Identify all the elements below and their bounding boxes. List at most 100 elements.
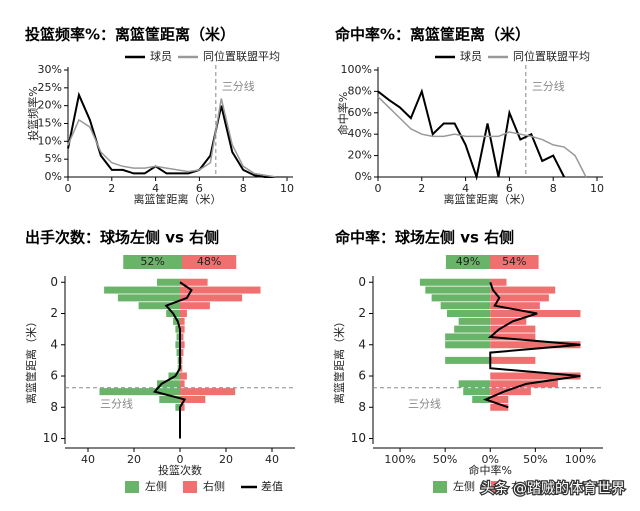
- series-line: [67, 98, 287, 178]
- summary-right: [490, 255, 539, 269]
- y-tick-label: 20%: [348, 149, 372, 162]
- bar-left: [104, 286, 180, 294]
- legend-label: 同位置联盟平均: [203, 49, 280, 63]
- bar-left: [159, 395, 180, 403]
- y-tick-label: 0%: [355, 170, 372, 183]
- bar-left: [445, 341, 491, 349]
- x-tick-label: 0: [375, 182, 382, 195]
- legend-swatch: [491, 481, 505, 493]
- y-tick-label: 10: [351, 431, 366, 445]
- bar-right: [490, 395, 509, 403]
- x-tick-label: 0%: [482, 453, 499, 466]
- y-tick-label: 8: [358, 400, 366, 414]
- bar-right: [180, 302, 210, 310]
- bar-right: [180, 309, 187, 318]
- x-tick-label: 40: [265, 453, 279, 466]
- bar-right: [180, 286, 261, 294]
- y-tick-label: 30%: [38, 63, 62, 76]
- annotation: 三分线: [532, 79, 565, 93]
- legend-label: 右侧: [511, 479, 533, 493]
- y-tick-label: 40%: [348, 127, 372, 140]
- bar-right: [180, 372, 187, 380]
- x-tick-label: 4: [462, 182, 469, 195]
- summary-right: [182, 255, 237, 269]
- y-tick-label: 6: [50, 369, 58, 383]
- bar-right: [180, 333, 184, 341]
- x-tick-label: 0: [65, 182, 72, 195]
- bar-right: [490, 372, 581, 380]
- x-tick-label: 10: [280, 182, 294, 195]
- bar-left: [463, 388, 491, 396]
- bar-right: [490, 356, 536, 364]
- bar-left: [431, 294, 491, 302]
- x-tick-label: 50%: [433, 453, 457, 466]
- legend-swatch: [125, 481, 139, 493]
- bar-left: [117, 294, 180, 302]
- diff-line: [482, 281, 581, 409]
- x-tick-label: 4: [152, 182, 159, 195]
- bar-right: [490, 317, 527, 325]
- summary-left: [445, 255, 490, 269]
- y-tick-label: 6: [358, 369, 366, 383]
- y-tick-label: 0: [358, 275, 366, 289]
- bar-right: [180, 364, 183, 372]
- bar-left: [454, 325, 491, 333]
- bar-right: [180, 395, 206, 403]
- y-tick-label: 20%: [38, 99, 62, 112]
- summary-label: 49%: [456, 255, 480, 268]
- bar-right: [490, 403, 509, 411]
- series-line: [377, 96, 587, 178]
- chart-title: 出手次数：球场左侧 vs 右侧: [25, 229, 219, 247]
- series-line: [67, 91, 287, 178]
- legend-swatch: [183, 481, 197, 493]
- bar-left: [176, 333, 180, 341]
- bar-left: [472, 395, 491, 403]
- annotation: 三分线: [222, 79, 255, 93]
- summary-label: 48%: [197, 255, 221, 268]
- y-tick-label: 80%: [348, 84, 372, 97]
- annotation: 三分线: [408, 397, 441, 411]
- bar-left: [419, 278, 491, 286]
- y-tick-label: 10: [43, 431, 58, 445]
- legend-label: 球员: [150, 49, 172, 63]
- bar-left: [175, 325, 180, 333]
- x-tick-label: 100%: [565, 453, 596, 466]
- bar-right: [180, 403, 185, 411]
- bar-left: [176, 349, 180, 357]
- x-tick-label: 20: [219, 453, 233, 466]
- legend-label: 球员: [460, 49, 482, 63]
- chart-title: 命中率：球场左侧 vs 右侧: [334, 229, 514, 247]
- watermark: 头条 @踏贼的体育世界: [481, 480, 625, 497]
- y-tick-label: 10%: [38, 134, 62, 147]
- series-line: [377, 88, 566, 181]
- bar-left: [446, 309, 491, 318]
- y-tick-label: 60%: [348, 106, 372, 119]
- bar-left: [458, 317, 491, 325]
- bar-right: [490, 294, 549, 302]
- legend-label: 左侧: [453, 480, 475, 493]
- x-axis-label: 离篮筐距离（米）: [444, 192, 532, 206]
- bar-right: [490, 325, 536, 333]
- x-tick-label: 40: [81, 453, 95, 466]
- bar-right: [180, 325, 185, 333]
- x-axis-label: 离篮筐距离（米）: [134, 192, 222, 206]
- y-tick-label: 0%: [45, 170, 62, 183]
- summary-label: 54%: [502, 255, 526, 268]
- chart-title: 投篮频率%：离篮筐距离（米）: [25, 26, 235, 44]
- diff-line: [152, 281, 193, 439]
- bar-right: [490, 388, 531, 396]
- annotation: 三分线: [100, 397, 133, 411]
- y-tick-label: 0: [50, 275, 58, 289]
- legend-label: 差值: [569, 479, 591, 493]
- bar-right: [180, 341, 185, 349]
- x-tick-label: 0: [177, 453, 184, 466]
- bar-right: [180, 356, 183, 364]
- legend-label: 同位置联盟平均: [513, 49, 590, 63]
- bar-right: [180, 278, 208, 286]
- bar-right: [490, 278, 507, 286]
- x-axis-label: 命中率%: [469, 463, 512, 477]
- y-tick-label: 100%: [341, 63, 372, 76]
- y-axis-label: 离篮筐距离（米）: [24, 316, 38, 404]
- y-tick-label: 15%: [38, 117, 62, 130]
